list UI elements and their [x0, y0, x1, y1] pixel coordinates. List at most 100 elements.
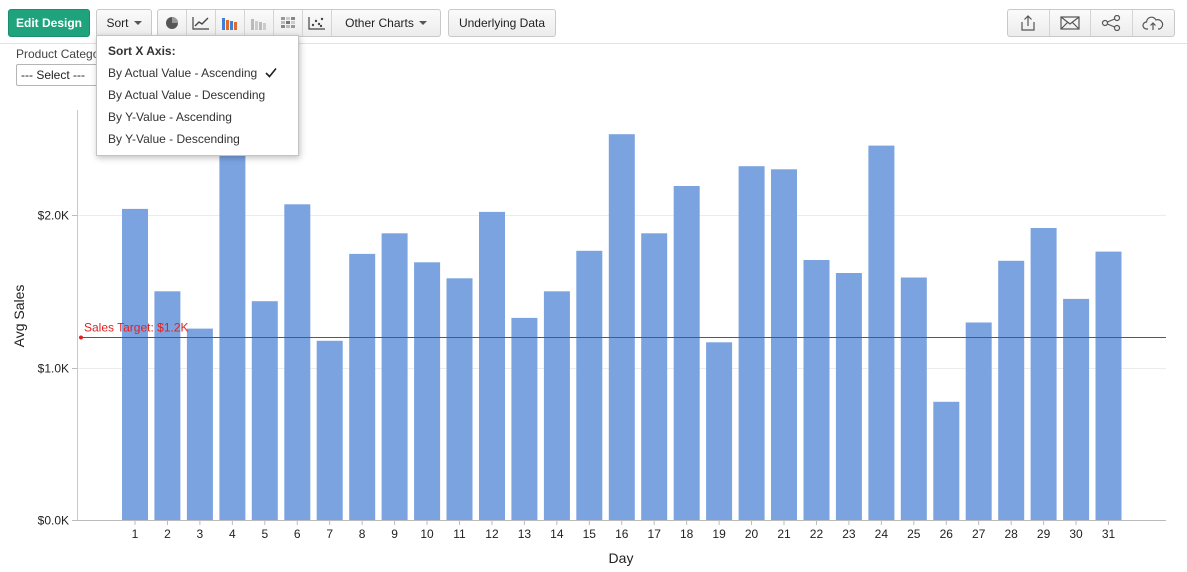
sort-option-label: By Y-Value - Ascending — [108, 110, 232, 124]
bar[interactable] — [381, 233, 408, 521]
sort-dropdown-menu: Sort X Axis: By Actual Value - Ascending… — [96, 35, 299, 156]
bar[interactable] — [349, 253, 376, 520]
x-tick-label: 16 — [615, 527, 629, 541]
x-tick-label: 13 — [518, 527, 532, 541]
underlying-data-button[interactable]: Underlying Data — [448, 9, 556, 37]
x-tick-label: 4 — [229, 527, 236, 541]
chevron-down-icon — [133, 21, 142, 25]
bar[interactable] — [965, 322, 992, 521]
axis-layer: $0.0K$1.0K$2.0K1 2 3 4 5 6 7 8 9 10 11 12 13 14 15 16 17… — [38, 110, 1166, 541]
product-category-filter-label: Product Catego — [16, 47, 100, 61]
x-tick-label: 9 — [391, 527, 398, 541]
x-tick-label: 3 — [197, 527, 204, 541]
sort-option-y-descending[interactable]: By Y-Value - Descending — [97, 128, 298, 150]
sort-menu-title: Sort X Axis: — [108, 44, 176, 58]
bar[interactable] — [641, 233, 668, 521]
other-charts-label: Other Charts — [345, 16, 414, 30]
x-tick-label: 23 — [842, 527, 856, 541]
sort-option-label: By Y-Value - Descending — [108, 132, 240, 146]
bar[interactable] — [900, 277, 927, 521]
chevron-down-icon — [418, 21, 427, 25]
y-tick-label: $1.0K — [38, 362, 69, 376]
chart-type-group: Other Charts — [157, 9, 441, 37]
bar[interactable] — [673, 186, 700, 520]
sales-target-label: Sales Target: $1.2K — [84, 321, 189, 335]
y-tick-label: $0.0K — [38, 514, 69, 528]
bar-chart-icon[interactable] — [216, 10, 245, 36]
publish-cloud-icon[interactable] — [1133, 10, 1174, 36]
x-tick-label: 6 — [294, 527, 301, 541]
sales-target-marker — [79, 335, 83, 340]
email-icon[interactable] — [1050, 10, 1091, 36]
x-tick-label: 7 — [326, 527, 333, 541]
bar[interactable] — [316, 340, 343, 520]
bar[interactable] — [446, 278, 473, 520]
bar[interactable] — [576, 250, 603, 521]
bar[interactable] — [933, 401, 960, 520]
x-tick-label: 25 — [907, 527, 921, 541]
x-tick-label: 24 — [875, 527, 889, 541]
bar[interactable] — [479, 211, 505, 520]
bar[interactable] — [186, 328, 213, 520]
bar[interactable] — [122, 208, 148, 520]
line-chart-icon[interactable] — [187, 10, 216, 36]
bar[interactable] — [414, 262, 441, 520]
x-axis-title: Day — [609, 550, 634, 566]
y-axis-title: Avg Sales — [11, 285, 27, 348]
x-tick-label: 2 — [164, 527, 171, 541]
x-tick-label: 31 — [1102, 527, 1116, 541]
bar[interactable] — [706, 342, 733, 520]
bar[interactable] — [738, 166, 765, 520]
edit-design-button[interactable]: Edit Design — [8, 9, 90, 37]
y-tick-label: $2.0K — [38, 209, 69, 223]
bar[interactable] — [1030, 228, 1057, 520]
other-charts-button[interactable]: Other Charts — [332, 10, 440, 36]
toolbar: Edit Design Sort Other Charts Underlying… — [0, 0, 1187, 44]
action-group — [1007, 9, 1175, 37]
x-tick-label: 30 — [1069, 527, 1083, 541]
x-tick-label: 17 — [648, 527, 662, 541]
x-tick-label: 12 — [485, 527, 499, 541]
bar[interactable] — [219, 146, 246, 520]
share-icon[interactable] — [1091, 10, 1133, 36]
x-tick-label: 19 — [712, 527, 726, 541]
x-tick-label: 8 — [359, 527, 366, 541]
bar[interactable] — [543, 291, 570, 521]
bar[interactable] — [998, 260, 1025, 521]
heatmap-icon[interactable] — [274, 10, 303, 36]
x-tick-label: 21 — [777, 527, 791, 541]
stacked-bar-icon[interactable] — [245, 10, 274, 36]
bar[interactable] — [251, 301, 278, 520]
product-category-select[interactable]: --- Select --- — [16, 64, 106, 86]
sort-button-label: Sort — [106, 16, 129, 30]
x-tick-label: 26 — [940, 527, 954, 541]
bar[interactable] — [771, 169, 797, 521]
bar[interactable] — [1063, 298, 1090, 520]
bar[interactable] — [835, 273, 862, 520]
bar[interactable] — [511, 317, 538, 520]
x-tick-label: 29 — [1037, 527, 1051, 541]
pie-chart-icon[interactable] — [158, 10, 187, 36]
x-tick-label: 14 — [550, 527, 564, 541]
bar[interactable] — [608, 134, 635, 520]
x-tick-label: 11 — [453, 527, 466, 541]
bar[interactable] — [803, 260, 830, 520]
scatter-icon[interactable] — [303, 10, 332, 36]
sort-option-actual-descending[interactable]: By Actual Value - Descending — [97, 84, 298, 106]
bar[interactable] — [1095, 251, 1122, 520]
bar-layer — [122, 134, 1122, 521]
checkmark-icon — [265, 67, 277, 78]
x-tick-label: 10 — [420, 527, 434, 541]
x-tick-label: 1 — [132, 527, 139, 541]
bar[interactable] — [154, 291, 181, 521]
bar[interactable] — [868, 145, 895, 520]
x-tick-label: 5 — [261, 527, 268, 541]
sort-option-label: By Actual Value - Descending — [108, 88, 266, 102]
sort-option-y-ascending[interactable]: By Y-Value - Ascending — [97, 106, 298, 128]
x-tick-label: 18 — [680, 527, 694, 541]
export-icon[interactable] — [1008, 10, 1050, 36]
bar[interactable] — [284, 204, 311, 521]
x-tick-label: 15 — [583, 527, 597, 541]
x-tick-label: 22 — [810, 527, 824, 541]
sort-option-actual-ascending[interactable]: By Actual Value - Ascending — [97, 62, 298, 84]
